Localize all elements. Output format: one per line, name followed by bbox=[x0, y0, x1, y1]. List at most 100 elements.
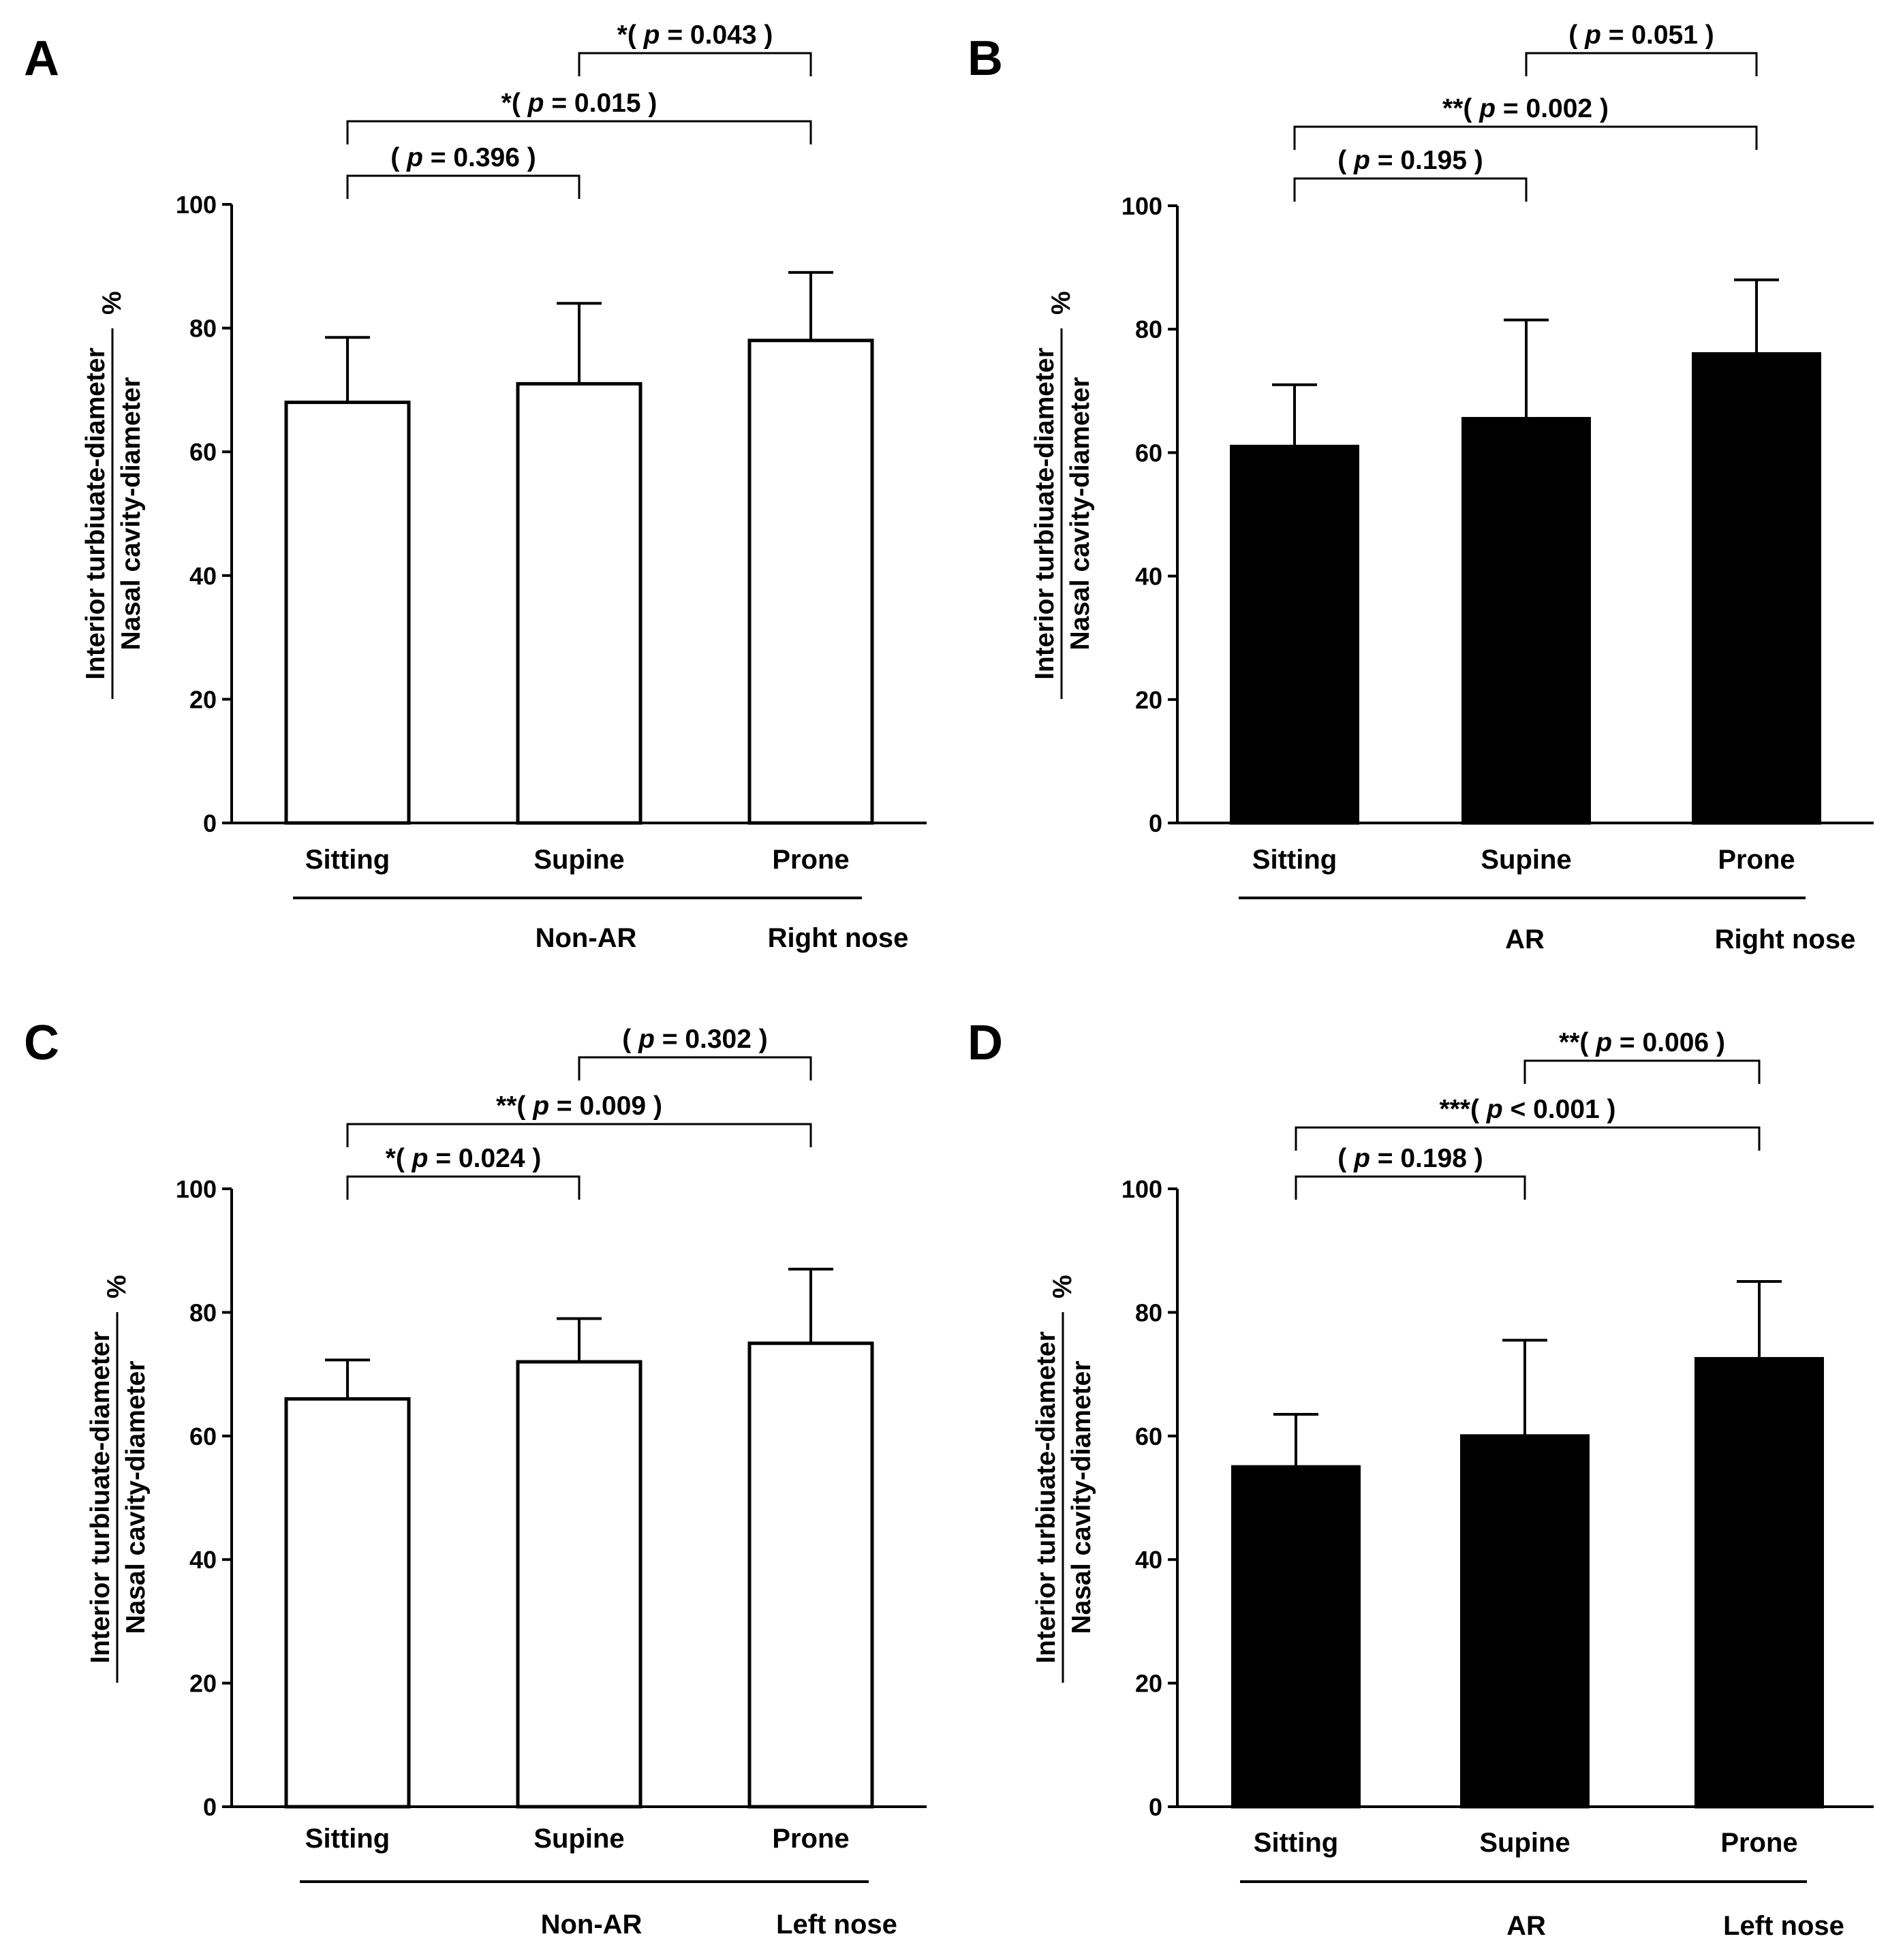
y-label-unit: % bbox=[1048, 1275, 1077, 1298]
y-tick-label: 20 bbox=[189, 1670, 217, 1698]
y-tick-label: 100 bbox=[176, 1175, 217, 1203]
y-tick-label: 60 bbox=[1135, 439, 1162, 467]
group-label: AR bbox=[1505, 924, 1545, 954]
category-label: Supine bbox=[533, 845, 624, 875]
y-tick-label: 20 bbox=[1135, 686, 1162, 714]
significance-bracket bbox=[346, 120, 812, 144]
y-tick-label: 80 bbox=[1135, 1298, 1162, 1326]
panel-letter: C bbox=[24, 1016, 59, 1070]
significance-label: **( p = 0.002 ) bbox=[1442, 94, 1609, 123]
category-label: Sitting bbox=[1252, 845, 1337, 875]
y-axis-label: Interior turbiuate-diameter Nasal cavity-… bbox=[81, 291, 146, 699]
y-label-numerator: Interior turbiuate-diameter bbox=[1030, 347, 1059, 680]
y-tick-label: 40 bbox=[1135, 563, 1162, 591]
y-tick-label: 60 bbox=[189, 438, 217, 466]
category-label: Sitting bbox=[305, 845, 390, 875]
y-label-denominator: Nasal cavity-diameter bbox=[1066, 377, 1095, 650]
y-label-denominator: Nasal cavity-diameter bbox=[1067, 1360, 1096, 1634]
category-label: Supine bbox=[1479, 1828, 1570, 1858]
category-label: Supine bbox=[1481, 845, 1571, 875]
side-label: Right nose bbox=[768, 923, 909, 953]
bar-sitting bbox=[1230, 444, 1359, 825]
category-label: Supine bbox=[533, 1824, 624, 1854]
y-tick-label: 40 bbox=[189, 562, 217, 590]
y-tick-label: 80 bbox=[189, 1298, 217, 1326]
group-label: Non-AR bbox=[536, 923, 637, 953]
significance-bracket bbox=[1523, 1059, 1761, 1084]
bar-prone bbox=[747, 339, 874, 825]
significance-bracket bbox=[1293, 125, 1758, 150]
y-tick-label: 100 bbox=[1121, 1175, 1162, 1203]
y-tick-label: 40 bbox=[1135, 1546, 1162, 1574]
y-tick-label: 0 bbox=[203, 809, 217, 837]
significance-bracket bbox=[1295, 1175, 1526, 1200]
y-tick-label: 20 bbox=[189, 685, 217, 713]
category-label: Prone bbox=[772, 845, 849, 875]
significance-bracket bbox=[578, 1056, 812, 1080]
bar-prone bbox=[747, 1341, 874, 1809]
significance-label: *( p = 0.024 ) bbox=[386, 1144, 542, 1173]
y-axis-label: Interior turbiuate-diameter Nasal cavity-… bbox=[1030, 291, 1095, 699]
y-axis-label: Interior turbiuate-diameter Nasal cavity-… bbox=[1032, 1275, 1096, 1683]
category-label: Sitting bbox=[1254, 1828, 1338, 1858]
significance-bracket bbox=[1293, 177, 1528, 202]
y-tick-label: 60 bbox=[1135, 1422, 1162, 1450]
group-label: AR bbox=[1506, 1911, 1546, 1941]
bar-supine bbox=[1461, 417, 1591, 825]
panel-letter: A bbox=[24, 31, 59, 86]
y-tick-label: 80 bbox=[1135, 315, 1162, 343]
y-tick-label: 0 bbox=[203, 1793, 217, 1821]
y-tick-label: 100 bbox=[176, 191, 217, 219]
panel-c: C 0 20 40 60 80 100 Sitting Supine Prone Non-AR Lef… bbox=[24, 1016, 927, 1940]
side-label: Right nose bbox=[1715, 924, 1856, 954]
y-label-unit: % bbox=[1047, 291, 1076, 315]
y-label-denominator: Nasal cavity-diameter bbox=[117, 377, 146, 650]
bar-prone bbox=[1692, 352, 1821, 825]
y-tick-label: 100 bbox=[1121, 192, 1162, 220]
significance-label: *( p = 0.015 ) bbox=[501, 89, 657, 118]
category-label: Prone bbox=[772, 1824, 849, 1854]
significance-bracket bbox=[1525, 52, 1758, 76]
significance-label: **( p = 0.006 ) bbox=[1559, 1028, 1725, 1057]
side-label: Left nose bbox=[1723, 1911, 1844, 1941]
bar-sitting bbox=[284, 1397, 411, 1809]
bar-supine bbox=[1460, 1434, 1590, 1809]
bar-sitting bbox=[1231, 1465, 1361, 1809]
significance-label: *( p = 0.043 ) bbox=[617, 20, 773, 50]
category-label: Prone bbox=[1720, 1828, 1797, 1858]
y-label-unit: % bbox=[102, 1275, 131, 1298]
y-tick-label: 80 bbox=[189, 315, 217, 343]
significance-label: ( p = 0.302 ) bbox=[622, 1025, 768, 1054]
significance-bracket bbox=[578, 52, 812, 76]
category-label: Sitting bbox=[305, 1824, 390, 1854]
panel-d: D 0 20 40 60 80 100 Sitting Supine Prone AR Left no… bbox=[968, 1016, 1874, 1941]
panel-b: B 0 20 40 60 80 100 Sitting Supine Prone AR Right n… bbox=[968, 20, 1874, 954]
significance-label: **( p = 0.009 ) bbox=[496, 1091, 662, 1121]
significance-label: ( p = 0.396 ) bbox=[390, 143, 536, 172]
y-tick-label: 0 bbox=[1149, 809, 1162, 837]
y-tick-label: 60 bbox=[189, 1422, 217, 1450]
bar-supine bbox=[516, 1360, 643, 1809]
significance-bracket bbox=[346, 1123, 812, 1147]
significance-label: ***( p < 0.001 ) bbox=[1439, 1095, 1615, 1124]
significance-bracket bbox=[1295, 1126, 1761, 1151]
significance-label: ( p = 0.195 ) bbox=[1337, 146, 1483, 175]
panel-letter: D bbox=[968, 1016, 1003, 1070]
bar-sitting bbox=[284, 401, 411, 825]
bar-prone bbox=[1694, 1356, 1824, 1809]
panel-a: A 0 20 40 60 80 100 Sitting Supine Prone Non-AR Rig… bbox=[24, 20, 927, 953]
y-label-numerator: Interior turbiuate-diameter bbox=[81, 347, 110, 680]
y-label-denominator: Nasal cavity-diameter bbox=[121, 1360, 151, 1634]
y-tick-label: 20 bbox=[1135, 1670, 1162, 1698]
y-tick-label: 40 bbox=[189, 1546, 217, 1574]
group-label: Non-AR bbox=[541, 1910, 643, 1940]
significance-bracket bbox=[346, 174, 581, 199]
y-label-numerator: Interior turbiuate-diameter bbox=[86, 1331, 115, 1664]
bar-supine bbox=[516, 382, 643, 825]
category-label: Prone bbox=[1718, 845, 1795, 875]
significance-label: ( p = 0.198 ) bbox=[1337, 1144, 1483, 1173]
significance-bracket bbox=[346, 1175, 581, 1200]
y-label-numerator: Interior turbiuate-diameter bbox=[1032, 1331, 1061, 1664]
significance-label: ( p = 0.051 ) bbox=[1568, 20, 1714, 50]
